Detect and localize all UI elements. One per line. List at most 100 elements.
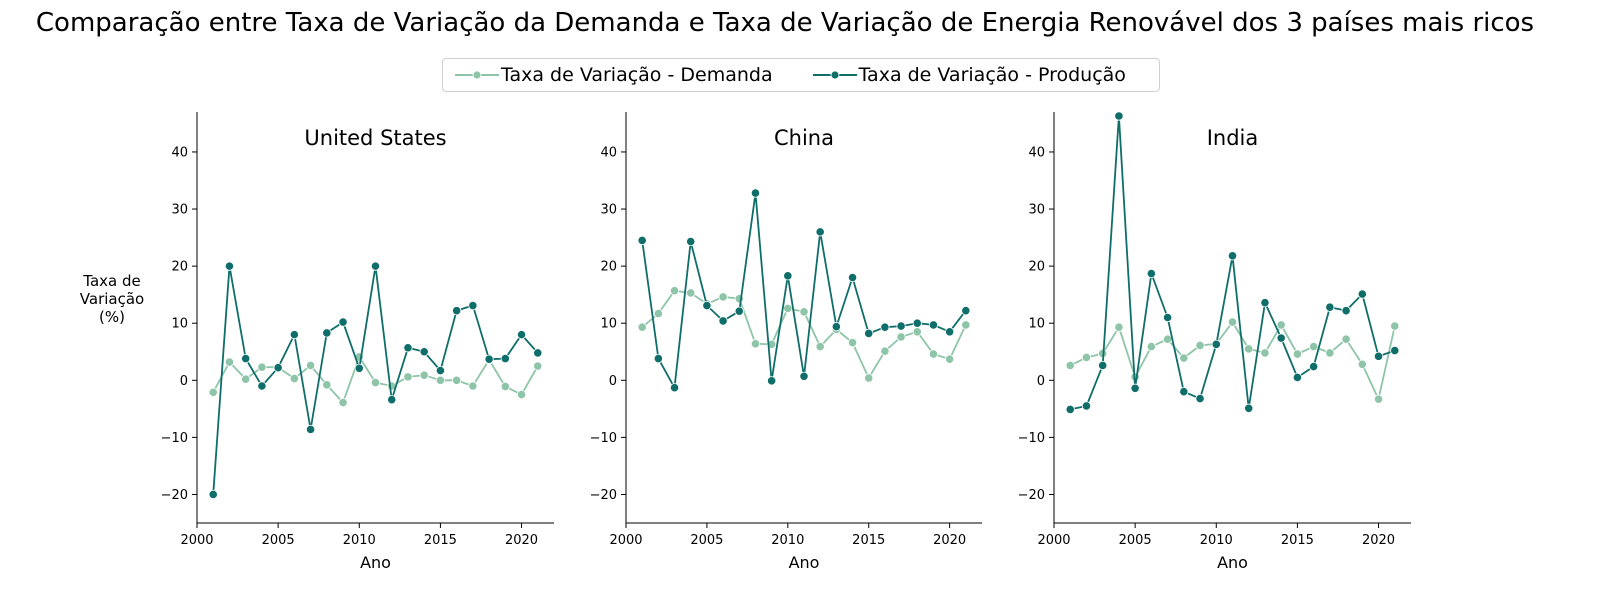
data-point-production: [1244, 403, 1254, 413]
data-point-production: [815, 227, 825, 237]
data-point-demand: [1260, 348, 1270, 358]
data-point-demand: [338, 397, 348, 408]
data-point-production: [1114, 111, 1124, 121]
data-point-demand: [1373, 394, 1384, 404]
data-point-demand: [669, 286, 680, 296]
data-point-production: [452, 306, 462, 316]
data-point-demand: [864, 373, 874, 383]
data-point-production: [912, 318, 922, 328]
data-point-production: [669, 383, 680, 393]
data-point-production: [718, 316, 728, 326]
y-axis-title-line: Taxa de: [83, 272, 141, 290]
series-line-production: [1070, 115, 1396, 411]
data-point-demand: [500, 381, 510, 392]
data-point-demand: [1341, 334, 1351, 344]
x-axis-label: Ano: [1217, 553, 1248, 572]
data-point-production: [702, 300, 712, 311]
data-point-demand: [961, 320, 971, 330]
data-point-production: [1211, 339, 1221, 349]
data-point-production: [224, 261, 235, 271]
data-point-production: [257, 381, 267, 391]
data-point-production: [880, 322, 890, 332]
data-point-production: [847, 272, 858, 283]
data-point-demand: [1114, 322, 1124, 332]
data-point-production: [533, 348, 543, 358]
data-point-production: [322, 328, 332, 338]
y-tick-label: −10: [1018, 431, 1045, 446]
legend-label-production: Taxa de Variação - Produção: [858, 64, 1126, 86]
panel-title: India: [1207, 126, 1259, 150]
data-point-production: [653, 353, 663, 364]
y-tick-label: 20: [600, 260, 617, 275]
data-point-demand: [1325, 348, 1335, 358]
data-point-production: [1130, 383, 1140, 393]
data-point-production: [961, 306, 971, 316]
data-point-production: [783, 271, 793, 281]
data-point-demand: [815, 342, 825, 352]
data-point-production: [750, 188, 761, 198]
data-point-production: [799, 371, 809, 381]
y-tick-label: 30: [600, 203, 617, 218]
data-point-production: [1292, 372, 1303, 383]
data-point-production: [767, 376, 777, 386]
y-tick-label: 0: [609, 374, 617, 389]
data-point-production: [1081, 401, 1092, 411]
y-tick-label: 40: [600, 145, 617, 160]
y-tick-label: 10: [171, 317, 188, 332]
x-tick-label: 2000: [609, 533, 642, 548]
data-point-demand: [847, 338, 858, 348]
data-point-production: [500, 353, 510, 364]
legend: Taxa de Variação - Demanda Taxa de Varia…: [442, 58, 1160, 92]
data-point-production: [896, 321, 906, 331]
data-point-production: [516, 330, 527, 340]
data-point-demand: [799, 307, 809, 317]
x-tick-label: 2020: [1362, 533, 1395, 548]
data-point-demand: [945, 354, 955, 364]
legend-marker-demand: [455, 70, 499, 80]
x-tick-label: 2005: [690, 533, 723, 548]
data-point-demand: [1065, 360, 1075, 371]
data-point-production: [403, 343, 413, 353]
data-point-production: [1227, 251, 1238, 261]
data-point-demand: [1227, 317, 1238, 327]
y-axis-title-line: (%): [99, 308, 125, 326]
data-point-demand: [1244, 344, 1254, 354]
data-point-production: [208, 489, 218, 500]
series-line-demand: [1069, 321, 1396, 401]
data-point-production: [1325, 302, 1335, 312]
x-tick-label: 2005: [262, 533, 295, 548]
data-point-production: [637, 235, 647, 246]
x-tick-label: 2010: [1200, 533, 1233, 548]
y-tick-label: 20: [1028, 260, 1045, 275]
data-point-demand: [224, 357, 235, 367]
panel-title: China: [774, 126, 834, 150]
x-tick-label: 2010: [771, 533, 804, 548]
data-point-demand: [1081, 352, 1092, 363]
data-point-demand: [783, 303, 793, 313]
data-point-production: [1341, 306, 1351, 316]
data-point-production: [1373, 351, 1384, 361]
data-point-demand: [1292, 349, 1303, 359]
data-point-demand: [241, 374, 251, 384]
data-point-production: [289, 330, 299, 340]
data-point-demand: [208, 387, 218, 397]
legend-marker-production: [812, 70, 857, 80]
data-point-demand: [1162, 334, 1173, 344]
y-tick-label: 30: [171, 203, 188, 218]
data-point-production: [928, 320, 939, 330]
legend-dot-demand: [472, 70, 482, 80]
data-point-demand: [912, 327, 922, 337]
data-point-production: [1260, 298, 1270, 308]
y-axis-title-line: Variação: [79, 290, 145, 308]
data-point-demand: [322, 380, 332, 390]
data-point-production: [419, 347, 429, 357]
data-point-production: [1390, 346, 1400, 356]
data-point-production: [864, 328, 874, 339]
y-tick-label: 0: [1037, 374, 1045, 389]
data-point-production: [468, 300, 478, 311]
data-point-production: [1195, 393, 1205, 404]
x-tick-label: 2005: [1119, 533, 1152, 548]
data-point-production: [1357, 289, 1367, 299]
data-point-demand: [653, 308, 663, 319]
